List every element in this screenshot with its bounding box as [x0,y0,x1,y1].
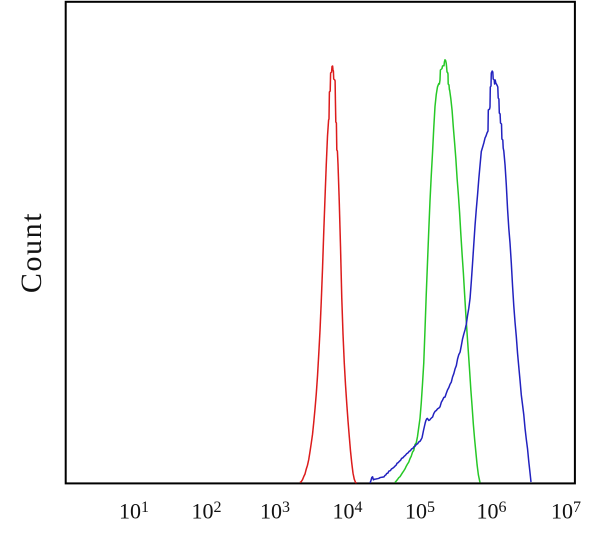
svg-text:Count: Count [15,212,48,293]
svg-text:104: 104 [333,499,363,524]
svg-text:101: 101 [119,499,149,524]
